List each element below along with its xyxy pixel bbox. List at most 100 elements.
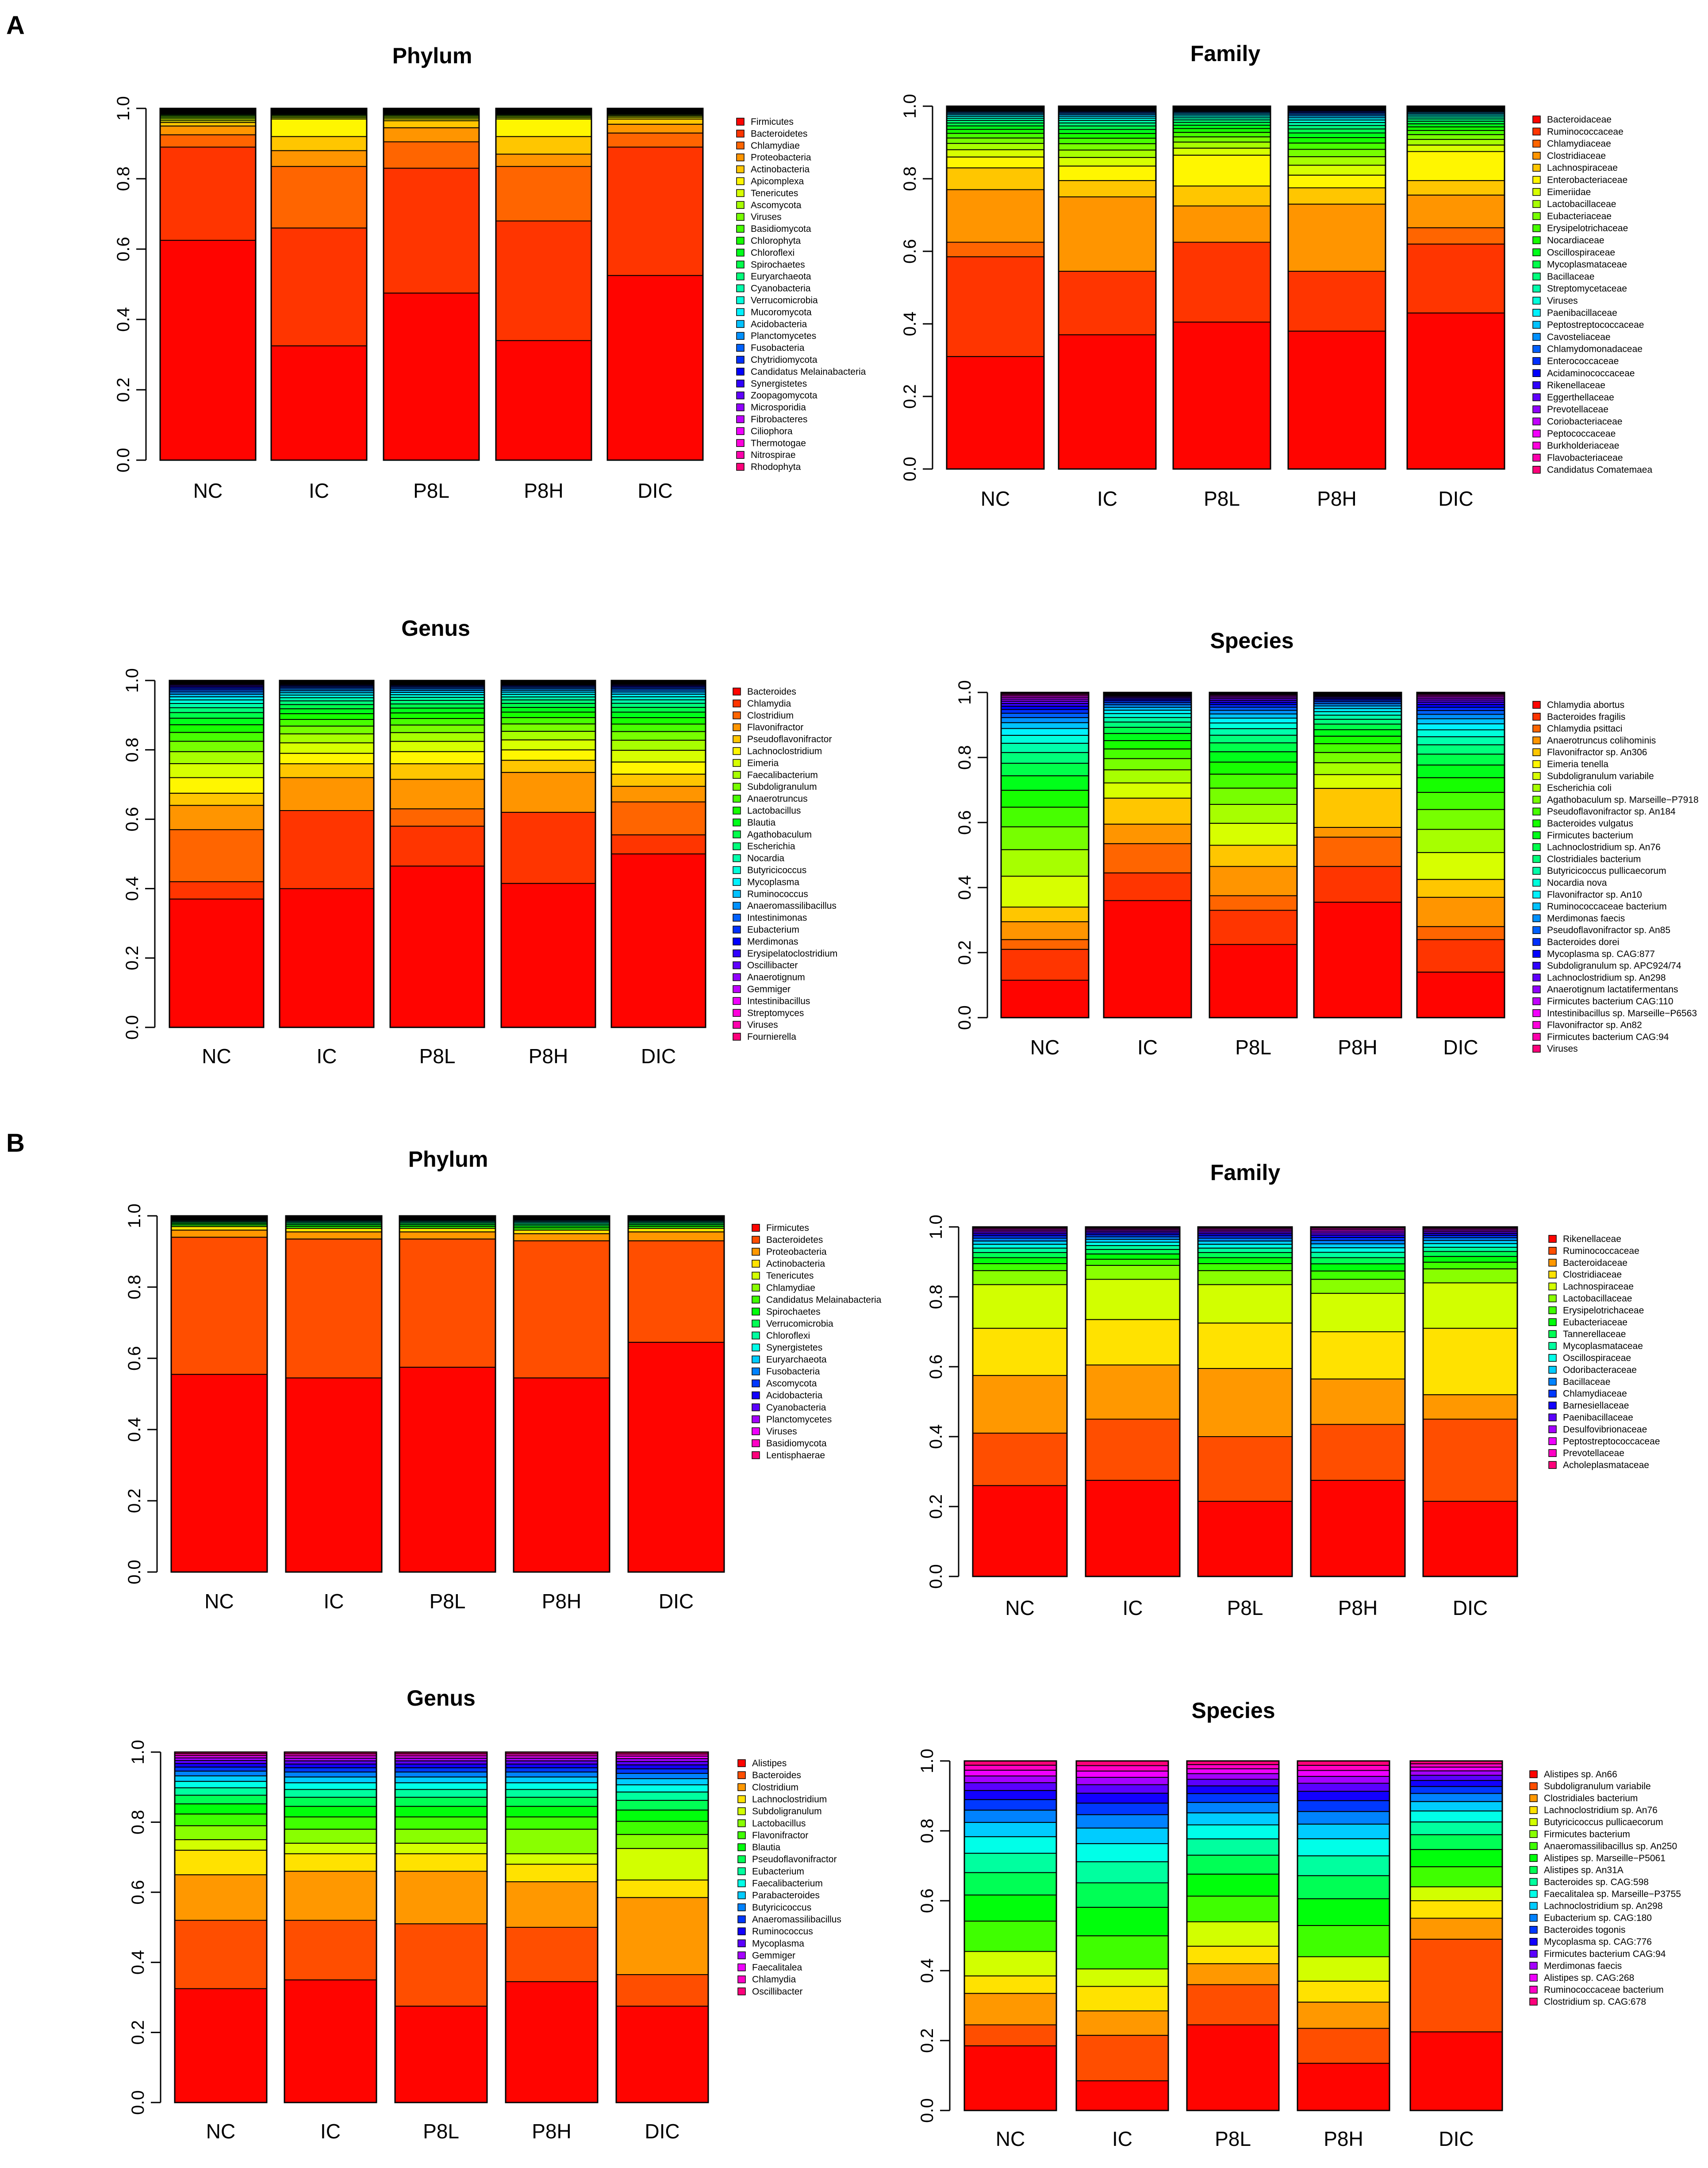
- bar-segment: [1416, 792, 1505, 810]
- bar-segment: [1288, 132, 1386, 138]
- bar-segment: [284, 1853, 377, 1872]
- legend-label: Eubacterium: [752, 1866, 804, 1876]
- legend-swatch: [1529, 1962, 1538, 1970]
- bar-segment: [1076, 1770, 1169, 1778]
- legend-label: Butyricicoccus: [752, 1903, 811, 1913]
- legend-swatch: [737, 1927, 746, 1935]
- bar-segment: [174, 1795, 267, 1805]
- x-category-label: NC: [193, 479, 223, 502]
- legend-swatch: [733, 961, 741, 969]
- legend-label: Bacteroides sp. CAG:598: [1544, 1877, 1649, 1887]
- bar-segment: [271, 227, 367, 346]
- chart-title: Genus: [401, 616, 470, 641]
- legend-swatch: [1532, 713, 1541, 721]
- legend-swatch: [752, 1331, 760, 1340]
- legend-swatch: [733, 1021, 741, 1029]
- x-category-label: NC: [996, 2127, 1025, 2150]
- legend-label: Anaerotignum: [747, 973, 805, 983]
- bar-segment: [1209, 773, 1297, 789]
- bar-segment: [1173, 205, 1271, 243]
- legend-swatch: [1532, 843, 1541, 851]
- legend-swatch: [1548, 1413, 1557, 1422]
- bar-outline: [174, 1751, 268, 2103]
- legend-swatch: [1548, 1378, 1557, 1386]
- legend-swatch: [736, 153, 745, 161]
- legend-label: Clostridiales bacterium: [1547, 854, 1641, 864]
- bar-outline: [495, 108, 592, 461]
- legend-label: Prevotellaceae: [1563, 1448, 1624, 1458]
- x-category-label: DIC: [1438, 487, 1473, 510]
- bar-segment: [964, 1872, 1057, 1895]
- bar-segment: [1297, 2063, 1390, 2111]
- legend-label: Actinobacteria: [751, 165, 810, 175]
- bar-segment: [616, 1800, 709, 1811]
- legend-swatch: [1548, 1318, 1557, 1326]
- bar-segment: [1416, 714, 1505, 719]
- bar-segment: [1288, 125, 1386, 130]
- legend-swatch: [737, 1771, 746, 1779]
- legend-swatch: [752, 1272, 760, 1280]
- bar-segment: [1410, 1866, 1503, 1887]
- y-tick-label: 0.0: [125, 1560, 144, 1584]
- legend-label: Spirochaetes: [766, 1307, 821, 1317]
- legend-swatch: [1532, 796, 1541, 804]
- bar-segment: [395, 1797, 487, 1807]
- legend-label: Subdoligranulum sp. APC924/74: [1547, 961, 1681, 971]
- y-tick-label: 1.0: [955, 680, 975, 705]
- bar-segment: [279, 763, 374, 778]
- y-tick-label: 0.4: [900, 311, 920, 336]
- bar-segment: [505, 1829, 598, 1854]
- legend-label: Butyricicoccus pullicaecorum: [1547, 866, 1666, 876]
- legend-label: Alistipes sp. An66: [1544, 1769, 1617, 1780]
- bar-segment: [284, 1789, 377, 1798]
- legend-swatch: [1532, 381, 1541, 389]
- bar-segment: [1209, 723, 1297, 729]
- legend-label: Paenibacillaceae: [1547, 308, 1617, 318]
- bar-segment: [1186, 1873, 1279, 1897]
- bar-segment: [1186, 1764, 1279, 1769]
- legend-swatch: [752, 1260, 760, 1268]
- bar-segment: [1288, 271, 1386, 332]
- bar-segment: [964, 1822, 1057, 1837]
- legend-swatch: [752, 1355, 760, 1364]
- bar-segment: [972, 1263, 1067, 1271]
- legend-swatch: [733, 1033, 741, 1041]
- bar-segment: [1416, 736, 1505, 746]
- bar-segment: [513, 1233, 610, 1242]
- bar-segment: [395, 1789, 487, 1798]
- bar-segment: [1407, 312, 1505, 470]
- legend-swatch: [1532, 248, 1541, 257]
- legend-swatch: [737, 1939, 746, 1947]
- chart-title: Family: [1190, 41, 1261, 66]
- legend-swatch: [737, 1783, 746, 1791]
- bar-segment: [501, 749, 596, 761]
- x-category-label: NC: [206, 2120, 235, 2143]
- bar-segment: [1001, 717, 1089, 723]
- bar-segment: [964, 1951, 1057, 1976]
- legend-label: Anaerotruncus: [747, 794, 808, 804]
- legend-swatch: [1532, 357, 1541, 365]
- legend-swatch: [736, 463, 745, 471]
- legend-swatch: [733, 735, 741, 743]
- bar-segment: [616, 1974, 709, 2007]
- bar-segment: [964, 1790, 1057, 1800]
- bar-segment: [616, 1761, 709, 1765]
- legend-label: Lachnoclostridium: [747, 746, 822, 757]
- bar-segment: [1058, 180, 1156, 198]
- bar-segment: [964, 1764, 1057, 1771]
- legend-label: Eggerthellaceae: [1547, 392, 1614, 403]
- legend-swatch: [736, 177, 745, 185]
- bar-segment: [1313, 719, 1402, 725]
- bar-segment: [1313, 729, 1402, 737]
- legend-label: Bacteroides: [752, 1770, 801, 1780]
- bar-segment: [284, 1842, 377, 1854]
- bar-segment: [284, 1776, 377, 1784]
- legend-swatch: [1532, 819, 1541, 827]
- bar-segment: [1058, 143, 1156, 151]
- x-category-label: P8H: [524, 479, 563, 502]
- bar-segment: [1423, 1251, 1518, 1257]
- bar-segment: [1297, 1956, 1390, 1982]
- legend-label: Intestinimonas: [747, 913, 807, 923]
- legend-swatch: [752, 1451, 760, 1459]
- x-category-label: P8L: [1235, 1036, 1271, 1059]
